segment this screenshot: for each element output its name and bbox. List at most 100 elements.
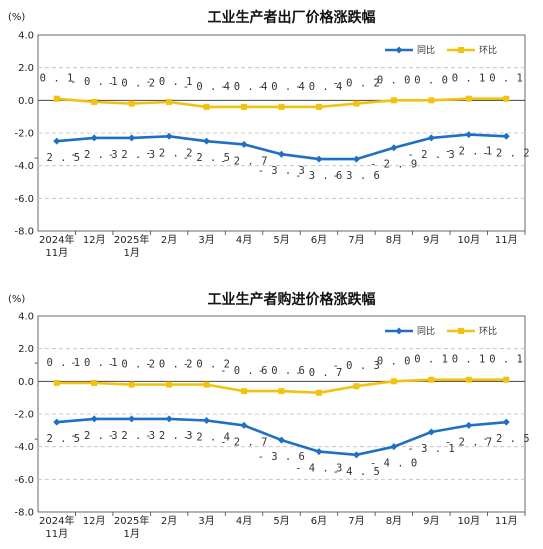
- y-tick-label: 2.0: [18, 344, 34, 355]
- data-label-mom: - 0 . 4: [258, 81, 306, 93]
- data-label-yoy: - 2 . 3: [108, 149, 156, 161]
- data-label-mom: - 0 . 7: [295, 367, 343, 379]
- data-point-yoy: [128, 134, 136, 142]
- data-label-yoy: - 2 . 3: [70, 149, 118, 161]
- x-tick-label: 8月: [386, 515, 402, 527]
- data-point-mom: [465, 95, 472, 102]
- data-point-yoy: [90, 415, 98, 423]
- data-point-mom: [428, 97, 435, 104]
- data-point-yoy: [390, 443, 398, 451]
- y-tick-label: -4.0: [14, 442, 34, 453]
- chart-2: 工业生产者购进价格涨跌幅 (%) 4.0 2.0 0.0 -2.0 -4.0 -6.0 -8.0…: [8, 291, 530, 540]
- data-label-yoy: - 2 . 3: [145, 430, 193, 442]
- data-point-mom: [53, 379, 60, 386]
- y-tick-label: -8.0: [14, 508, 34, 519]
- data-point-mom: [91, 379, 98, 386]
- x-tick-label: 7月: [348, 515, 364, 527]
- data-label-mom: 0 . 1: [452, 354, 486, 366]
- data-label-yoy: - 2 . 2: [482, 147, 530, 159]
- data-point-mom: [241, 103, 248, 110]
- x-tick-label: 2月: [161, 234, 177, 246]
- data-point-yoy: [502, 132, 510, 140]
- data-point-mom: [390, 378, 397, 385]
- x-tick-label: 12月: [83, 234, 106, 246]
- data-point-yoy: [315, 448, 323, 456]
- data-point-mom: [503, 95, 510, 102]
- data-label-yoy: - 2 . 7: [220, 436, 268, 448]
- x-tick-label: 4月: [236, 234, 252, 246]
- data-label-yoy: - 4 . 3: [295, 463, 343, 475]
- data-point-yoy: [90, 134, 98, 142]
- x-tick-label: 11月: [495, 515, 518, 527]
- x-tick-label: 8月: [386, 234, 402, 246]
- chart-title: 工业生产者购进价格涨跌幅: [208, 291, 376, 308]
- x-tick-label: 2月: [161, 515, 177, 527]
- y-tick-label: -4.0: [14, 161, 34, 172]
- x-tick-label: 4月: [236, 515, 252, 527]
- data-label-yoy: - 2 . 3: [108, 430, 156, 442]
- data-label-mom: 0 . 1: [414, 354, 448, 366]
- x-tick-label: 11月: [45, 528, 68, 540]
- data-point-mom: [353, 383, 360, 390]
- x-tick-label: 9月: [423, 515, 439, 527]
- data-label-mom: - 0 . 6: [258, 365, 306, 377]
- data-label-yoy: - 3 . 1: [407, 443, 455, 455]
- data-point-mom: [315, 389, 322, 396]
- data-label-mom: 0 . 1: [452, 73, 486, 85]
- x-tick-label: 5月: [273, 515, 289, 527]
- x-tick-label: 11月: [495, 234, 518, 246]
- data-point-yoy: [465, 421, 473, 429]
- legend-label-mom: 环比: [479, 325, 497, 337]
- legend: 同比 环比: [385, 44, 497, 56]
- data-point-yoy: [427, 428, 435, 436]
- data-label-mom: - 0 . 1: [145, 76, 193, 88]
- data-point-yoy: [278, 150, 285, 158]
- data-label-mom: - 0 . 1: [33, 357, 81, 369]
- data-label-mom: 0 . 1: [489, 73, 523, 85]
- data-label-mom: - 0 . 1: [70, 76, 118, 88]
- data-label-yoy: - 3 . 6: [258, 451, 306, 463]
- x-tick-label: 1月: [123, 528, 139, 540]
- data-point-yoy: [352, 155, 360, 163]
- y-tick-label: -2.0: [14, 410, 34, 421]
- data-label-yoy: - 2 . 5: [33, 152, 81, 164]
- data-label-yoy: - 2 . 5: [482, 433, 530, 445]
- data-point-yoy: [427, 134, 435, 142]
- data-label-yoy: - 3 . 6: [295, 170, 343, 182]
- data-point-mom: [503, 376, 510, 383]
- y-tick-label: -6.0: [14, 194, 34, 205]
- data-label-yoy: - 2 . 9: [370, 159, 418, 171]
- legend-marker-mom: [458, 47, 464, 53]
- data-point-yoy: [315, 155, 323, 163]
- y-tick-label: 0.0: [18, 96, 34, 107]
- x-tick-label: 3月: [198, 234, 214, 246]
- data-point-yoy: [203, 137, 211, 145]
- data-label-yoy: - 3 . 6: [333, 170, 381, 182]
- data-point-mom: [128, 381, 135, 388]
- x-tick-label: 2025年: [114, 514, 149, 527]
- data-label-yoy: - 2 . 5: [183, 152, 231, 164]
- x-tick-label: 2024年: [39, 514, 74, 527]
- data-label-mom: - 0 . 6: [220, 365, 268, 377]
- legend-marker-yoy: [395, 46, 403, 54]
- x-tick-label: 10月: [457, 515, 480, 527]
- data-point-mom: [353, 100, 360, 107]
- data-point-mom: [241, 388, 248, 395]
- data-point-yoy: [165, 415, 173, 423]
- data-point-mom: [278, 388, 285, 395]
- data-label-mom: 0 . 0: [414, 74, 448, 86]
- data-point-mom: [428, 376, 435, 383]
- data-label-mom: 0 . 1: [40, 73, 74, 85]
- data-point-mom: [166, 381, 173, 388]
- data-point-yoy: [165, 132, 173, 140]
- data-label-mom: - 0 . 2: [183, 359, 231, 371]
- data-label-mom: - 0 . 4: [295, 81, 343, 93]
- data-label-yoy: - 2 . 3: [70, 430, 118, 442]
- data-label-mom: - 0 . 4: [220, 81, 268, 93]
- data-label-mom: - 0 . 2: [333, 78, 381, 90]
- y-tick-label: 4.0: [18, 31, 34, 42]
- legend-marker-mom: [458, 328, 464, 334]
- x-tick-label: 10月: [457, 234, 480, 246]
- data-point-mom: [53, 95, 60, 102]
